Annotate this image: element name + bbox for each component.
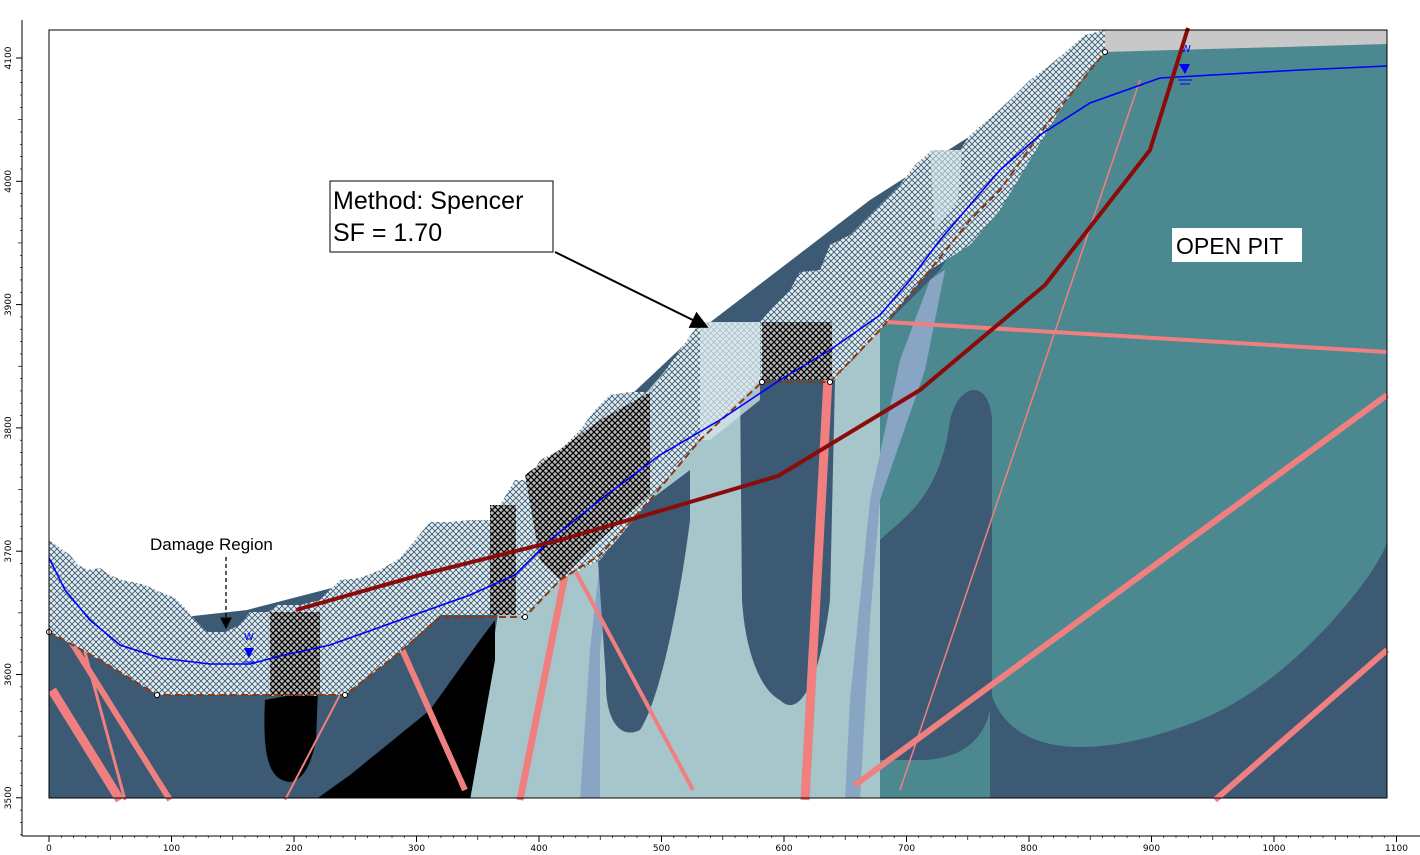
boundary-vertices xyxy=(46,49,1108,698)
unit-dark-lens xyxy=(880,390,992,760)
open-pit-label: OPEN PIT xyxy=(1176,233,1283,259)
x-tick-label: 500 xyxy=(653,844,670,854)
x-tick-label: 0 xyxy=(46,844,52,854)
y-axis-ticks: 4100 4000 3900 3800 3700 3600 3500 xyxy=(4,46,22,836)
boundary-vertex xyxy=(759,379,765,385)
fault-line xyxy=(67,638,173,802)
boundary-vertex xyxy=(154,692,160,698)
damage-annotation: Damage Region xyxy=(150,535,273,630)
x-tick-label: 200 xyxy=(285,844,302,854)
y-axis: 4100 4000 3900 3800 3700 3600 3500 xyxy=(4,20,23,836)
x-tick-label: 300 xyxy=(408,844,425,854)
method-annotation: Method: Spencer SF = 1.70 xyxy=(329,180,709,328)
method-box xyxy=(329,180,554,253)
damage-light-band xyxy=(930,150,962,230)
damage-dark-block xyxy=(490,505,516,615)
x-axis: 0 100 200 300 400 500 600 700 800 900 1000 1100 xyxy=(22,835,1420,854)
damage-dark-block xyxy=(270,612,320,696)
damage-boundary xyxy=(48,51,1106,696)
unit-dark-tongue xyxy=(598,470,690,733)
boundary-vertex xyxy=(342,692,348,698)
plot-frame xyxy=(48,29,1388,799)
boundary-vertex xyxy=(1102,49,1108,55)
y-tick-label: 3700 xyxy=(4,539,14,562)
open-pit-box xyxy=(1172,228,1302,262)
x-tick-label: 400 xyxy=(530,844,547,854)
y-tick-label: 3800 xyxy=(4,416,14,439)
damage-dark-block xyxy=(762,322,832,380)
method-label: Method: Spencer xyxy=(333,187,523,215)
water-marker-crest: W xyxy=(1178,44,1192,85)
x-tick-label: 700 xyxy=(898,844,915,854)
y-tick-label: 3500 xyxy=(4,786,14,809)
x-tick-label: 800 xyxy=(1020,844,1037,854)
water-table-line xyxy=(48,65,1388,665)
fault-line xyxy=(853,392,1389,788)
x-tick-label: 1000 xyxy=(1263,844,1286,854)
unit-blue-right-strip xyxy=(845,270,945,798)
x-tick-label: 600 xyxy=(775,844,792,854)
x-tick-label: 900 xyxy=(1143,844,1160,854)
y-tick-label: 4100 xyxy=(4,46,14,69)
y-tick-label: 3600 xyxy=(4,663,14,686)
fault-line xyxy=(899,79,1141,791)
water-marker-label: W xyxy=(244,632,254,643)
y-tick-label: 4000 xyxy=(4,170,14,193)
boundary-vertex xyxy=(827,379,833,385)
open-pit-annotation: OPEN PIT xyxy=(1172,228,1302,262)
y-tick-label: 3900 xyxy=(4,293,14,316)
x-axis-ticks: 0 100 200 300 400 500 600 700 800 900 1000 1100 xyxy=(46,836,1408,854)
water-triangle-icon xyxy=(244,648,254,658)
method-arrow xyxy=(554,251,709,328)
damage-region-label: Damage Region xyxy=(150,535,273,554)
fault-line xyxy=(48,687,124,803)
top-cap xyxy=(1105,30,1387,52)
x-tick-label: 100 xyxy=(163,844,180,854)
damage-light-band xyxy=(700,322,760,440)
damage-region xyxy=(46,30,1108,698)
boundary-vertex xyxy=(522,614,528,620)
sf-label: SF = 1.70 xyxy=(333,219,442,247)
water-table: W W xyxy=(48,44,1388,665)
x-tick-label: 1100 xyxy=(1385,844,1408,854)
damage-dark-block xyxy=(525,392,650,580)
water-marker-valley: W xyxy=(243,632,255,663)
unit-black-pocket xyxy=(264,690,318,782)
fault-line xyxy=(1213,647,1389,803)
water-marker-label: W xyxy=(1181,44,1191,55)
critical-slip-surface xyxy=(295,27,1190,612)
water-triangle-icon xyxy=(1179,64,1190,74)
